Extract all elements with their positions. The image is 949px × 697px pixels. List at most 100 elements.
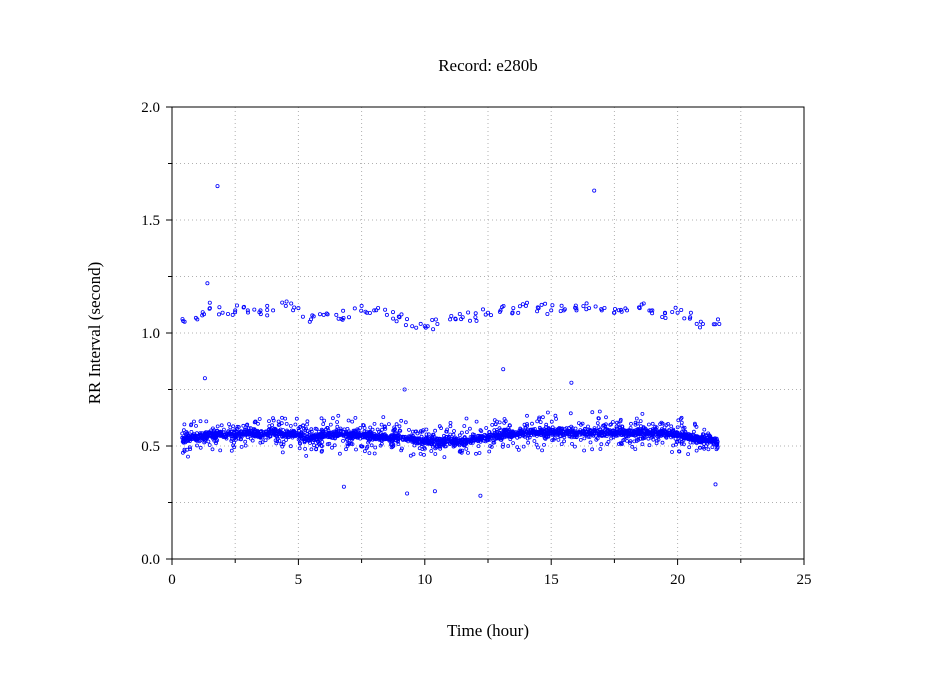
- upper-band-point: [430, 317, 435, 322]
- rr-point: [240, 431, 245, 436]
- outlier-point: [341, 484, 346, 489]
- rr-point: [271, 416, 275, 421]
- rr-point: [217, 433, 222, 438]
- rr-point: [638, 436, 643, 441]
- rr-point: [362, 449, 367, 454]
- rr-point: [627, 431, 632, 436]
- rr-point: [210, 426, 215, 431]
- upper-band-point: [616, 308, 621, 313]
- upper-band-point: [180, 317, 185, 322]
- rr-point: [426, 432, 431, 437]
- rr-point: [539, 428, 543, 433]
- rr-point: [487, 449, 492, 454]
- rr-point: [404, 437, 409, 441]
- rr-point: [292, 430, 297, 435]
- rr-point: [350, 419, 355, 424]
- upper-band-point: [341, 308, 346, 313]
- rr-point: [297, 434, 302, 439]
- rr-point: [479, 438, 484, 443]
- upper-band-point: [181, 318, 186, 323]
- rr-point: [492, 418, 497, 423]
- data-points: [180, 184, 722, 498]
- rr-point: [392, 427, 396, 432]
- rr-point: [198, 445, 203, 450]
- rr-point: [325, 442, 330, 447]
- rr-point: [457, 433, 462, 438]
- rr-point: [697, 436, 701, 441]
- upper-band-point: [660, 314, 665, 319]
- rr-point: [429, 439, 434, 444]
- chart-title: Record: e280b: [438, 56, 538, 75]
- rr-point: [215, 424, 220, 429]
- rr-point: [603, 430, 608, 435]
- rr-point: [207, 443, 212, 447]
- upper-band-point: [367, 310, 372, 315]
- rr-point: [357, 432, 362, 437]
- upper-band-point: [396, 314, 401, 319]
- rr-point: [711, 439, 716, 444]
- upper-band-point: [679, 307, 684, 312]
- rr-point: [692, 438, 696, 443]
- rr-point: [399, 446, 404, 451]
- upper-band-point: [399, 312, 404, 317]
- rr-point: [330, 416, 335, 421]
- rr-point: [278, 427, 283, 432]
- rr-point: [557, 428, 561, 433]
- upper-band-point: [700, 321, 705, 326]
- rr-point: [580, 421, 585, 426]
- upper-band-point: [474, 318, 479, 323]
- upper-band-point: [497, 309, 502, 314]
- rr-point: [341, 433, 346, 438]
- rr-point: [354, 447, 358, 452]
- rr-point: [434, 445, 439, 450]
- rr-point: [304, 435, 309, 439]
- rr-point: [353, 415, 358, 420]
- rr-point: [682, 432, 687, 437]
- rr-point: [239, 444, 244, 449]
- upper-band-point: [216, 312, 221, 317]
- grid-lines: [172, 107, 804, 559]
- upper-band-point: [265, 307, 270, 312]
- rr-point: [444, 429, 449, 434]
- rr-point: [633, 429, 638, 434]
- upper-band-point: [448, 317, 453, 322]
- rr-point: [305, 422, 309, 427]
- rr-point: [236, 425, 241, 429]
- rr-point: [283, 416, 288, 421]
- rr-point: [474, 451, 478, 456]
- rr-point: [581, 429, 586, 434]
- rr-point: [383, 426, 388, 431]
- upper-band-point: [257, 310, 262, 315]
- rr-point: [706, 447, 711, 452]
- rr-point: [624, 434, 629, 439]
- rr-point: [614, 426, 619, 431]
- rr-point: [263, 438, 268, 443]
- rr-point: [242, 427, 247, 432]
- rr-point: [468, 435, 473, 439]
- rr-point: [501, 433, 506, 438]
- rr-point: [412, 443, 417, 448]
- upper-band-point: [245, 310, 250, 315]
- rr-point: [256, 421, 260, 426]
- rr-point: [550, 425, 555, 430]
- rr-point: [686, 432, 691, 436]
- rr-point: [352, 432, 357, 437]
- rr-point: [399, 418, 404, 423]
- rr-point: [646, 436, 651, 441]
- rr-point: [227, 422, 231, 427]
- rr-point: [261, 433, 266, 438]
- upper-band-point: [283, 303, 288, 308]
- rr-point: [422, 452, 426, 457]
- rr-point: [358, 425, 363, 430]
- rr-point: [453, 437, 458, 442]
- upper-band-point: [670, 309, 675, 314]
- upper-band-point: [280, 300, 285, 305]
- upper-band-point: [663, 311, 668, 316]
- rr-point: [370, 427, 375, 432]
- rr-point: [485, 438, 490, 443]
- rr-point: [440, 440, 445, 445]
- rr-point: [212, 438, 217, 443]
- rr-point: [397, 424, 402, 429]
- y-tick-label: 1.5: [141, 213, 160, 229]
